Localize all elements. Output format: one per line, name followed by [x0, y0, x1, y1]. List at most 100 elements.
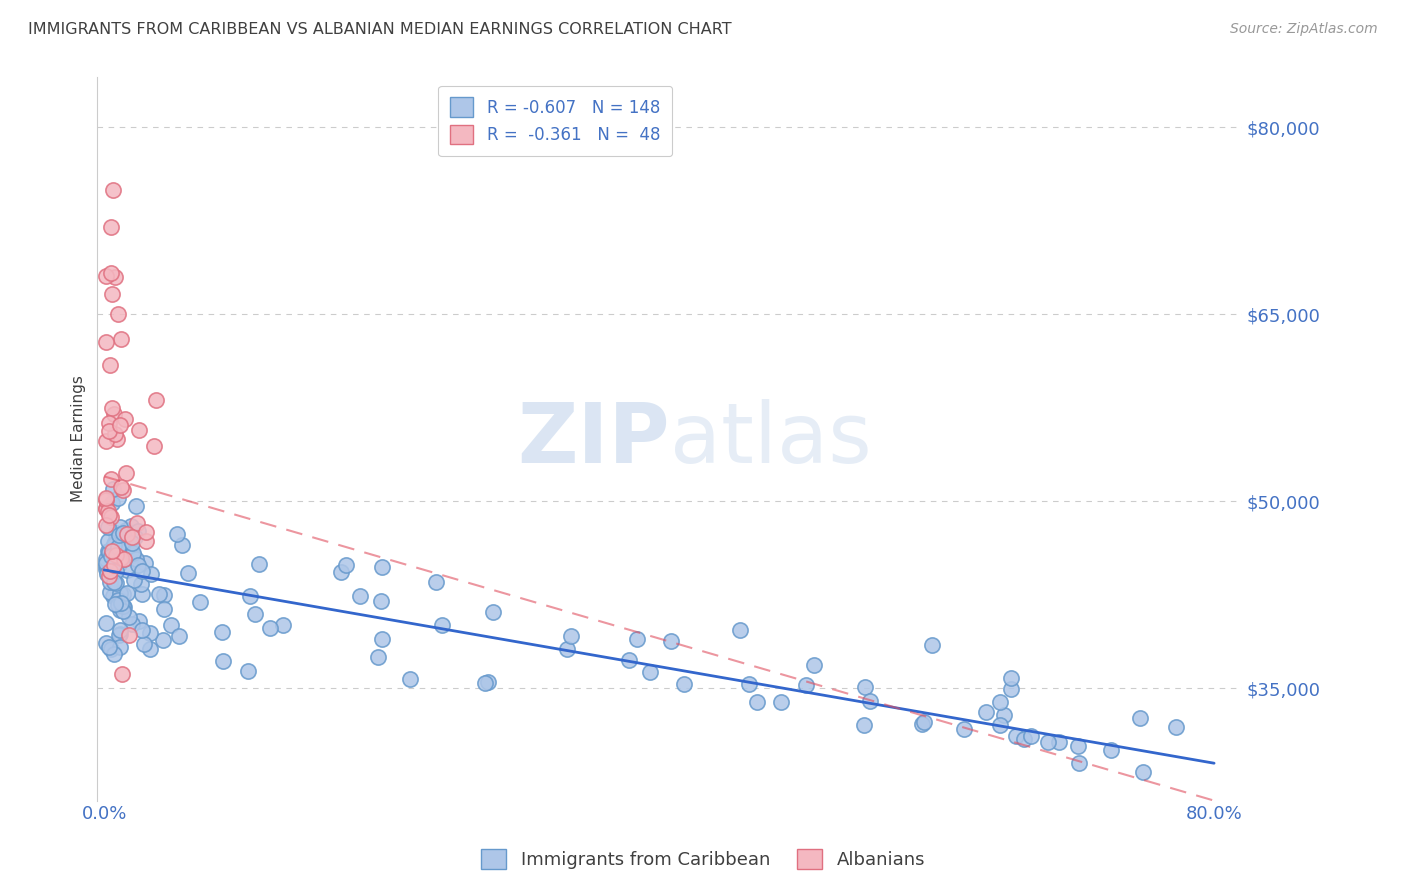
Point	[101, 183, 124, 197]
Point	[112, 483, 135, 497]
Point	[118, 610, 141, 624]
Point	[104, 534, 127, 549]
Point	[128, 614, 150, 628]
Point	[108, 603, 131, 617]
Point	[125, 499, 148, 513]
Point	[921, 638, 943, 652]
Point	[108, 558, 131, 572]
Point	[98, 545, 121, 559]
Point	[114, 523, 136, 537]
Point	[94, 517, 117, 532]
Point	[111, 599, 134, 613]
Point	[638, 665, 661, 679]
Point	[626, 632, 648, 646]
Point	[131, 623, 153, 637]
Point	[555, 642, 578, 657]
Point	[111, 604, 134, 618]
Point	[115, 586, 138, 600]
Point	[98, 574, 121, 589]
Point	[111, 587, 134, 601]
Point	[153, 601, 176, 615]
Point	[131, 587, 153, 601]
Point	[94, 502, 117, 516]
Point	[94, 501, 117, 516]
Point	[273, 617, 295, 632]
Point	[96, 566, 118, 581]
Point	[96, 562, 118, 576]
Point	[94, 335, 117, 350]
Point	[104, 576, 127, 591]
Point	[110, 640, 132, 654]
Point	[794, 678, 817, 692]
Point	[100, 267, 122, 281]
Point	[177, 566, 200, 580]
Point	[104, 427, 127, 442]
Point	[94, 491, 117, 505]
Point	[335, 558, 357, 573]
Point	[425, 574, 447, 589]
Point	[104, 597, 127, 611]
Point	[1005, 730, 1028, 744]
Point	[349, 589, 371, 603]
Point	[127, 524, 149, 539]
Point	[111, 541, 134, 555]
Point	[98, 508, 121, 523]
Point	[1012, 731, 1035, 746]
Point	[1000, 681, 1022, 696]
Point	[98, 564, 121, 578]
Point	[993, 707, 1015, 722]
Point	[94, 434, 117, 448]
Point	[105, 432, 128, 446]
Point	[141, 566, 163, 581]
Point	[110, 550, 132, 565]
Point	[104, 565, 127, 579]
Point	[1129, 711, 1152, 725]
Point	[100, 220, 122, 235]
Point	[737, 677, 759, 691]
Point	[101, 496, 124, 510]
Point	[134, 556, 156, 570]
Legend: R = -0.607   N = 148, R =  -0.361   N =  48: R = -0.607 N = 148, R = -0.361 N = 48	[439, 86, 672, 156]
Point	[166, 527, 188, 541]
Point	[94, 268, 117, 283]
Point	[97, 543, 120, 558]
Point	[107, 307, 129, 321]
Point	[912, 714, 935, 729]
Point	[101, 567, 124, 582]
Point	[330, 566, 353, 580]
Point	[101, 287, 124, 301]
Point	[398, 672, 420, 686]
Point	[661, 634, 683, 648]
Legend: Immigrants from Caribbean, Albanians: Immigrants from Caribbean, Albanians	[472, 839, 934, 879]
Point	[121, 549, 143, 563]
Point	[97, 416, 120, 430]
Point	[145, 392, 167, 407]
Point	[911, 717, 934, 731]
Point	[108, 520, 131, 534]
Point	[98, 358, 121, 372]
Point	[770, 695, 793, 709]
Point	[103, 558, 125, 572]
Point	[672, 676, 695, 690]
Point	[125, 516, 148, 530]
Point	[239, 589, 262, 603]
Point	[432, 618, 454, 632]
Point	[212, 654, 235, 668]
Point	[245, 607, 267, 621]
Point	[107, 593, 129, 607]
Point	[153, 588, 176, 602]
Point	[107, 542, 129, 557]
Point	[112, 600, 135, 615]
Point	[1164, 720, 1187, 734]
Point	[104, 525, 127, 540]
Point	[122, 574, 145, 588]
Point	[94, 556, 117, 570]
Point	[148, 587, 170, 601]
Point	[1067, 739, 1090, 754]
Point	[96, 558, 118, 572]
Point	[974, 705, 997, 719]
Point	[132, 637, 155, 651]
Point	[94, 493, 117, 508]
Point	[135, 534, 157, 549]
Point	[124, 530, 146, 544]
